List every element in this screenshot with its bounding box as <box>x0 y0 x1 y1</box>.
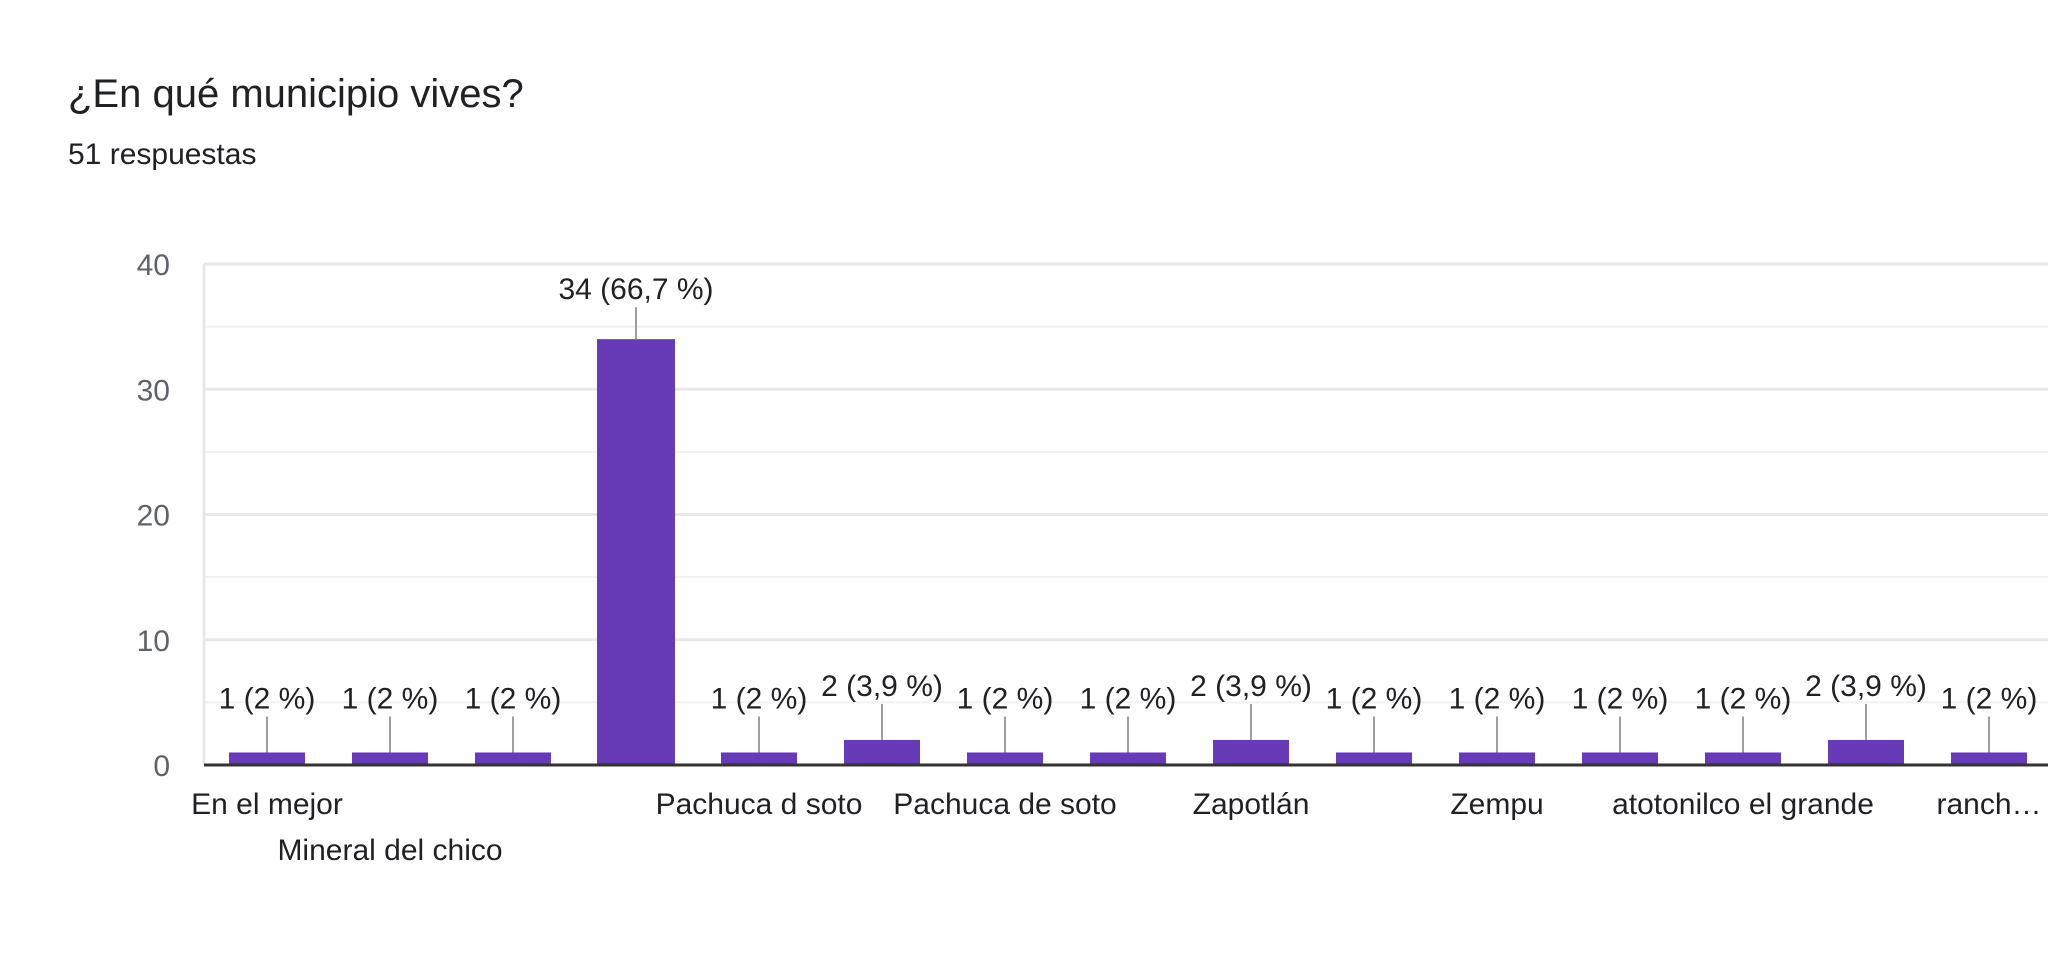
bar <box>1582 752 1658 765</box>
data-label: 1 (2 %) <box>957 682 1054 715</box>
bar <box>475 752 551 765</box>
y-tick-label: 10 <box>137 625 170 658</box>
y-tick-label: 0 <box>153 750 170 783</box>
data-label: 1 (2 %) <box>711 682 808 715</box>
x-category-label: Zempu <box>1450 788 1543 821</box>
x-category-label: Pachuca de soto <box>893 788 1117 821</box>
bar <box>352 752 428 765</box>
bar <box>1705 752 1781 765</box>
y-tick-label: 30 <box>137 374 170 407</box>
x-category-label: Zapotlán <box>1193 788 1310 821</box>
data-label: 1 (2 %) <box>1695 682 1792 715</box>
bar <box>1213 739 1289 765</box>
x-category-label: Mineral del chico <box>277 834 502 867</box>
y-tick-label: 20 <box>137 500 170 533</box>
data-label: 1 (2 %) <box>1572 682 1669 715</box>
y-tick-label: 40 <box>137 249 170 282</box>
chart-title: ¿En qué municipio vives? <box>68 72 524 116</box>
bar <box>597 339 675 765</box>
bar <box>229 752 305 765</box>
x-category-label: En el mejor <box>191 788 343 821</box>
data-label: 1 (2 %) <box>1449 682 1546 715</box>
data-label: 1 (2 %) <box>219 682 316 715</box>
data-label: 1 (2 %) <box>465 682 562 715</box>
bar <box>1828 739 1904 765</box>
x-category-label: ranch… <box>1936 788 2041 821</box>
data-label: 2 (3,9 %) <box>1190 670 1312 703</box>
data-label: 1 (2 %) <box>342 682 439 715</box>
bar <box>1459 752 1535 765</box>
bar <box>1951 752 2027 765</box>
bar <box>1090 752 1166 765</box>
data-label: 2 (3,9 %) <box>1805 670 1927 703</box>
data-label: 1 (2 %) <box>1941 682 2038 715</box>
data-label: 1 (2 %) <box>1080 682 1177 715</box>
bar <box>1336 752 1412 765</box>
response-count: 51 respuestas <box>68 138 257 171</box>
bar <box>967 752 1043 765</box>
x-category-label: Pachuca d soto <box>656 788 863 821</box>
bar <box>844 739 920 765</box>
data-label: 34 (66,7 %) <box>558 273 713 306</box>
bar <box>721 752 797 765</box>
data-label: 1 (2 %) <box>1326 682 1423 715</box>
data-label: 2 (3,9 %) <box>821 670 943 703</box>
x-category-label: atotonilco el grande <box>1612 788 1874 821</box>
